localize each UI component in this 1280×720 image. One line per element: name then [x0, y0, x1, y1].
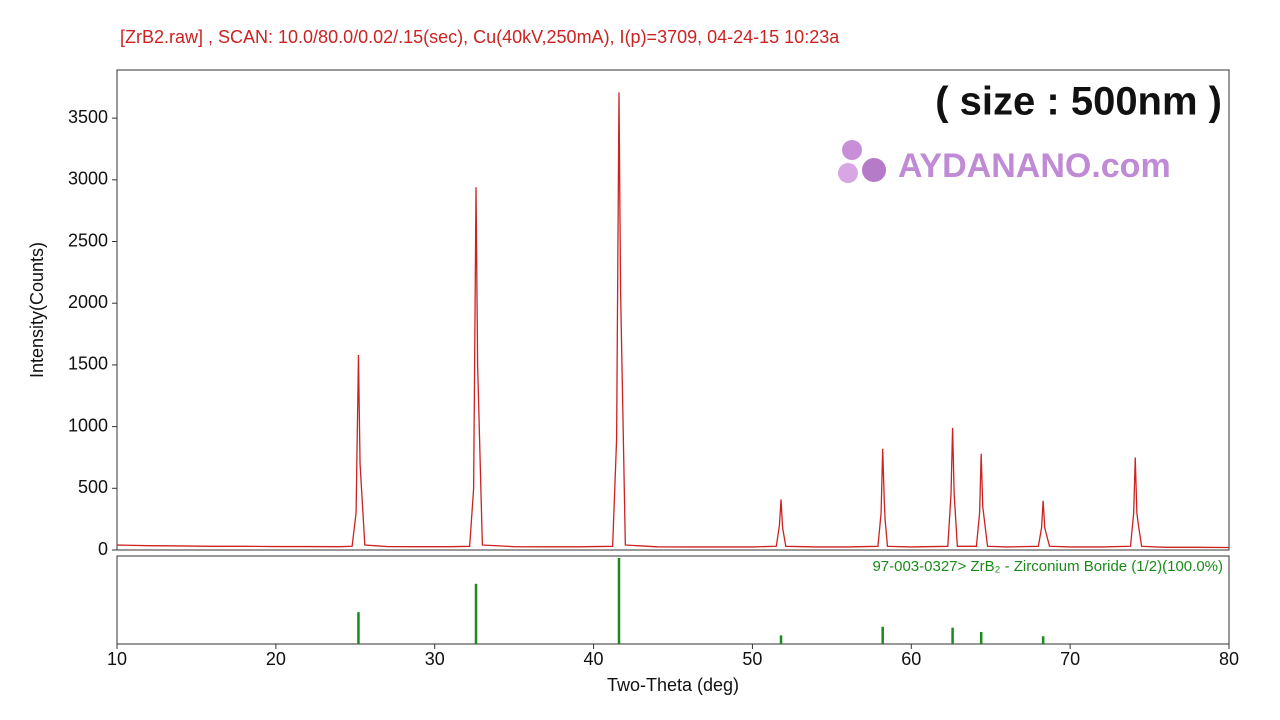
y-tick-label: 2000 [68, 292, 108, 312]
y-tick-label: 1500 [68, 354, 108, 374]
logo-dot [838, 163, 858, 183]
x-tick-label: 20 [266, 649, 286, 669]
data-line [116, 92, 1230, 549]
y-tick-label: 3000 [68, 169, 108, 189]
x-tick-label: 80 [1219, 649, 1239, 669]
watermark: AYDANANO.com [898, 147, 1171, 185]
y-tick-label: 1000 [68, 415, 108, 435]
size-annotation: ( size : 500nm ) [935, 80, 1222, 124]
plot-frame [116, 69, 1230, 551]
x-tick-label: 30 [425, 649, 445, 669]
logo-dot [842, 140, 862, 160]
x-tick-label: 50 [742, 649, 762, 669]
y-tick-label: 2500 [68, 230, 108, 250]
x-tick-label: 40 [584, 649, 604, 669]
y-tick-label: 500 [78, 477, 108, 497]
x-tick-label: 10 [107, 649, 127, 669]
x-axis-label: Two-Theta (deg) [607, 675, 739, 695]
chart-title: [ZrB2.raw] , SCAN: 10.0/80.0/0.02/.15(se… [120, 27, 840, 47]
reference-frame [116, 555, 1230, 645]
x-tick-label: 70 [1060, 649, 1080, 669]
logo-dot [862, 158, 886, 182]
x-tick-label: 60 [901, 649, 921, 669]
logo-icon [838, 140, 886, 183]
legend-label: 97-003-0327> ZrB₂ - Zirconium Boride (1/… [872, 558, 1223, 575]
y-tick-label: 0 [98, 539, 108, 559]
y-axis-label: Intensity(Counts) [27, 242, 47, 378]
y-tick-label: 3500 [68, 107, 108, 127]
